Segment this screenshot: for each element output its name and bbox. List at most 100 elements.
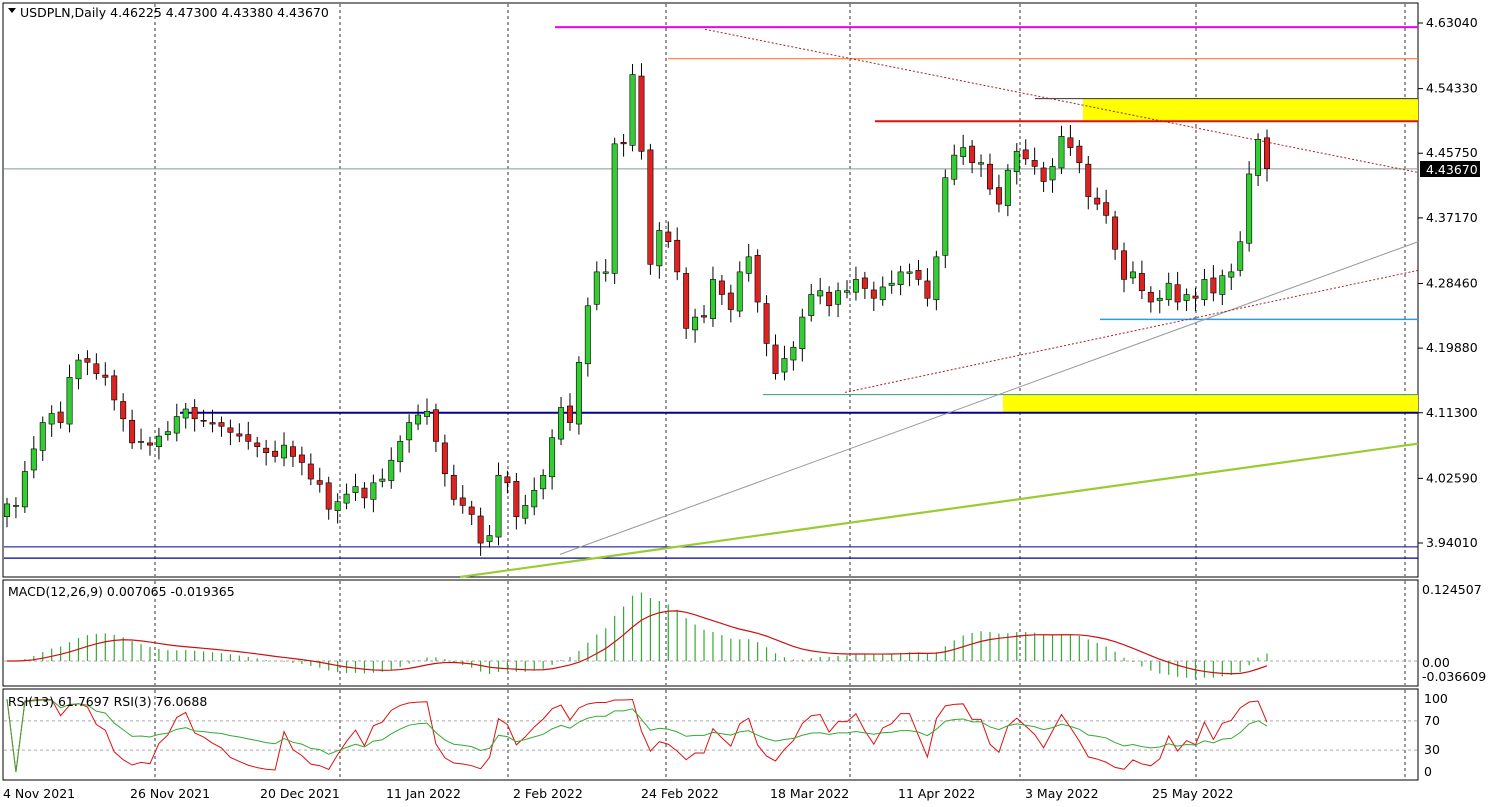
candle-body: [951, 154, 958, 180]
candle-body: [611, 143, 618, 274]
candle-body: [227, 427, 234, 433]
candle-body: [75, 359, 82, 380]
candle-body: [870, 289, 877, 299]
candle-body: [138, 441, 145, 443]
current-price-label: 4.43670: [1426, 162, 1478, 177]
candle-body: [772, 344, 779, 374]
candle-body: [629, 74, 636, 146]
dotted-downtrend: [704, 28, 1419, 173]
date-label: 11 Jan 2022: [386, 786, 461, 801]
candle-body: [1192, 295, 1199, 299]
candle-body: [1156, 297, 1163, 301]
candle-body: [245, 434, 252, 442]
candle-body: [1094, 197, 1101, 205]
rsi-tick-label: 100: [1424, 691, 1448, 706]
candle-body: [897, 271, 904, 285]
candle-body: [1049, 166, 1056, 181]
candle-body: [522, 505, 529, 519]
candle-body: [1085, 163, 1092, 197]
price-tick-label: 4.11300: [1426, 405, 1478, 420]
candle-body: [745, 256, 752, 274]
price-tick-label: 4.63040: [1426, 15, 1478, 30]
date-label: 2 Feb 2022: [513, 786, 583, 801]
macd-label: MACD(12,26,9) 0.007065 -0.019365: [8, 584, 235, 599]
candle-body: [754, 255, 761, 303]
candle-body: [727, 292, 734, 310]
candle-body: [504, 476, 511, 484]
candle-body: [468, 506, 475, 515]
candle-body: [21, 471, 28, 508]
candle-body: [602, 271, 609, 274]
macd-signal-line: [6, 610, 1268, 675]
price-tick-label: 4.54330: [1426, 81, 1478, 96]
candle-body: [1103, 202, 1110, 216]
candle-body: [665, 231, 672, 243]
candle-body: [584, 305, 591, 365]
candle-body: [146, 442, 153, 446]
candle-body: [200, 419, 207, 422]
candle-body: [129, 419, 136, 444]
candle-body: [549, 437, 556, 478]
candle-body: [593, 271, 600, 305]
candles: [4, 63, 1270, 556]
candle-body: [1058, 135, 1065, 169]
candle-body: [1237, 241, 1244, 271]
candle-body: [960, 147, 967, 157]
candle-body: [1219, 275, 1226, 295]
candle-body: [334, 501, 341, 511]
dropdown-triangle-icon[interactable]: [8, 8, 16, 13]
candle-body: [540, 474, 547, 490]
candle-body: [84, 358, 91, 363]
candle-body: [1031, 160, 1038, 167]
candle-body: [647, 149, 654, 265]
candle-body: [1121, 250, 1128, 280]
candle-body: [656, 230, 663, 267]
candle-body: [1129, 271, 1136, 279]
candle-body: [978, 162, 985, 165]
candle-body: [1013, 151, 1020, 173]
candle-body: [1138, 273, 1145, 292]
candle-body: [933, 256, 940, 301]
candle-body: [93, 363, 100, 374]
candle-body: [343, 493, 350, 504]
green-trendline: [459, 442, 1419, 579]
candle-body: [352, 486, 359, 493]
date-label: 26 Nov 2021: [130, 786, 210, 801]
candle-body: [531, 490, 538, 508]
candle-body: [155, 435, 162, 447]
candle-body: [298, 454, 305, 463]
rsi-tick-label: 70: [1424, 713, 1440, 728]
candle-body: [861, 277, 868, 289]
candle-body: [1040, 167, 1047, 182]
candle-body: [808, 294, 815, 316]
candle-body: [1210, 277, 1217, 294]
macd-panel: [2, 579, 1419, 687]
price-tick-label: 4.02590: [1426, 470, 1478, 485]
candle-body: [316, 480, 323, 485]
candle-body: [1004, 169, 1011, 206]
price-tick-label: 4.37170: [1426, 210, 1478, 225]
candle-body: [370, 482, 377, 500]
drawn-levels: [4, 26, 1419, 579]
candle-body: [254, 442, 261, 447]
candle-body: [781, 358, 788, 373]
support-zone: [1003, 394, 1418, 413]
candle-body: [406, 422, 413, 441]
candle-body: [1174, 284, 1181, 303]
price-tick-label: 4.19880: [1426, 340, 1478, 355]
candle-body: [558, 407, 565, 440]
candle-body: [1246, 173, 1253, 244]
candle-body: [701, 315, 708, 318]
candle-body: [1147, 291, 1154, 303]
date-label: 24 Feb 2022: [641, 786, 719, 801]
candle-body: [289, 446, 296, 457]
candle-body: [1067, 137, 1074, 148]
candle-body: [307, 463, 314, 480]
candle-body: [692, 316, 699, 331]
candle-body: [683, 273, 690, 329]
candle-body: [1201, 279, 1208, 301]
candle-body: [1264, 137, 1270, 169]
candle-body: [325, 482, 332, 510]
macd-tick-label: 0.00: [1422, 655, 1450, 670]
candle-body: [826, 291, 833, 307]
